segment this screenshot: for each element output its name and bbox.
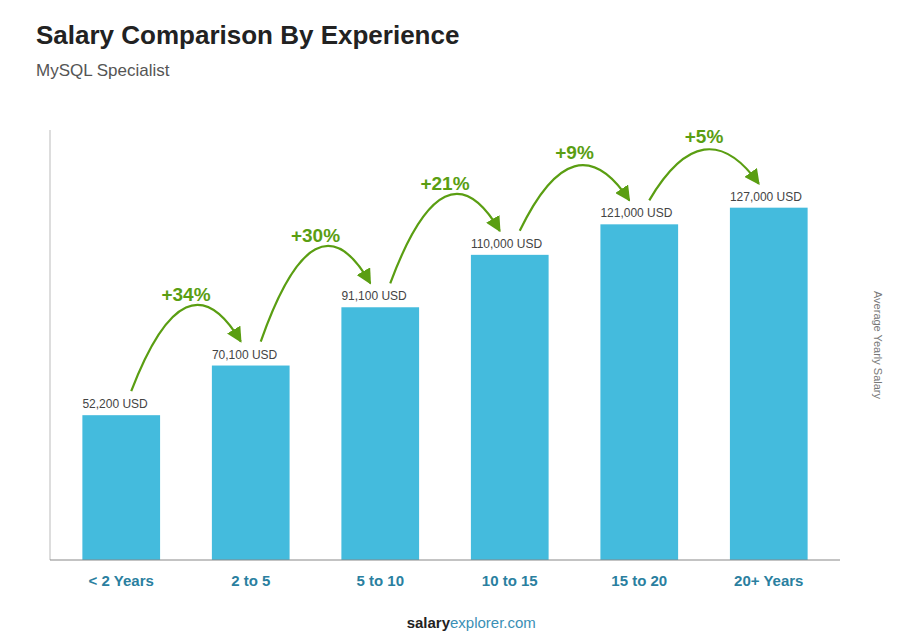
y-axis-label: Average Yearly Salary — [872, 291, 884, 400]
bar — [212, 366, 290, 560]
annotation: +21% — [420, 173, 469, 194]
bar — [600, 224, 678, 560]
annotation: +9% — [555, 142, 594, 163]
x-tick-label: 2 to 5 — [231, 572, 270, 589]
footer-text: salary — [407, 614, 451, 631]
chart-container: Salary Comparison By Experience MySQL Spe… — [0, 0, 900, 641]
data-labels: 52,200 USD 70,100 USD 91,100 USD 110,000 US… — [82, 190, 802, 412]
title: Salary Comparison By Experience — [36, 20, 459, 50]
y-axis — [50, 130, 51, 560]
bar — [341, 307, 419, 560]
chart: Salary Comparison By Experience MySQL Spe… — [0, 0, 900, 641]
change-arrow — [649, 149, 759, 200]
y-axis-line — [50, 130, 51, 560]
data-label: 121,000 USD — [600, 206, 672, 220]
annotation: +30% — [291, 225, 340, 246]
data-label: 127,000 USD — [730, 190, 802, 204]
bar — [730, 208, 808, 560]
bar — [471, 255, 549, 560]
change-arrow — [520, 165, 630, 231]
data-label: 70,100 USD — [212, 348, 278, 362]
x-tick-label: 20+ Years — [734, 572, 803, 589]
footer: salaryexplorer.com — [407, 614, 536, 631]
x-tick-label: < 2 Years — [89, 572, 154, 589]
subtitle: MySQL Specialist — [36, 61, 170, 80]
x-tick-label: 5 to 10 — [356, 572, 404, 589]
annotation: +5% — [685, 126, 724, 147]
change-arrow — [261, 246, 371, 342]
annotations: +34% +30% +21% +9% +5% — [131, 126, 759, 392]
annotation: +34% — [161, 284, 210, 305]
bars — [82, 208, 807, 560]
data-label: 91,100 USD — [341, 289, 407, 303]
data-label: 110,000 USD — [471, 237, 542, 251]
data-label: 52,200 USD — [82, 397, 148, 411]
change-arrow — [390, 194, 500, 283]
bar — [82, 415, 160, 560]
footer-text: explorer.com — [450, 614, 536, 631]
x-axis: < 2 Years 2 to 5 5 to 10 10 to 15 15 to 20 20… — [89, 572, 804, 589]
change-arrow — [131, 305, 241, 391]
x-tick-label: 15 to 20 — [611, 572, 667, 589]
x-axis-line — [50, 560, 840, 561]
x-tick-label: 10 to 15 — [482, 572, 538, 589]
